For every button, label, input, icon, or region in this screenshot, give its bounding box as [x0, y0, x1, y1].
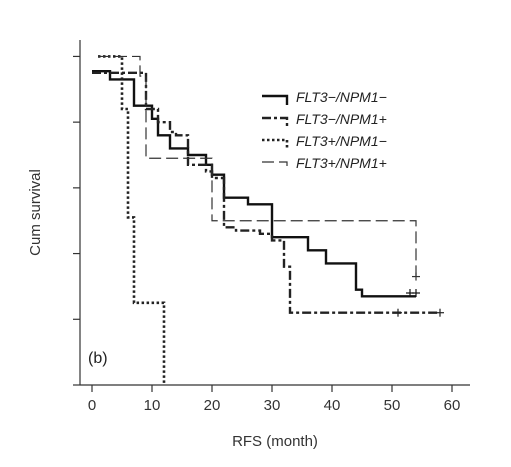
legend-label: FLT3+/NPM1+: [296, 155, 387, 171]
legend-swatch: [262, 94, 289, 105]
series-group: [98, 55, 420, 281]
axes-layer: 0 10 20 30 40 50 60: [73, 40, 470, 414]
panel-label: (b): [88, 350, 108, 367]
x-tick-label: 50: [384, 397, 401, 414]
series-group: [98, 55, 166, 385]
legend-label: FLT3−/NPM1−: [296, 89, 387, 105]
legend-swatch: [262, 138, 289, 149]
legend-swatch: [262, 161, 288, 171]
x-tick-label: 30: [264, 397, 281, 414]
x-tick-label: 40: [324, 397, 341, 414]
x-ticks: 0 10 20 30 40 50 60: [88, 385, 461, 414]
legend-label: FLT3+/NPM1−: [296, 133, 387, 149]
legend: FLT3−/NPM1− FLT3−/NPM1+ FLT3+/NPM1− FLT3+/N…: [262, 89, 387, 171]
x-tick-label: 60: [444, 397, 461, 414]
legend-swatch: [262, 116, 289, 127]
legend-item: FLT3−/NPM1−: [262, 89, 387, 105]
y-ticks: [73, 55, 80, 386]
legend-item: FLT3+/NPM1−: [262, 133, 387, 149]
legend-item: FLT3+/NPM1+: [262, 155, 387, 171]
x-tick-label: 0: [88, 397, 96, 414]
legend-label: FLT3−/NPM1+: [296, 111, 387, 127]
y-axis-label: Cum survival: [27, 169, 44, 256]
series-line: [98, 55, 417, 277]
series-group: [92, 71, 444, 317]
x-tick-label: 10: [144, 397, 161, 414]
x-axis-label: RFS (month): [232, 433, 318, 450]
x-tick-label: 20: [204, 397, 221, 414]
series-layer: [92, 55, 444, 385]
series-line: [98, 55, 166, 385]
series-group: [92, 70, 420, 298]
legend-item: FLT3−/NPM1+: [262, 111, 387, 127]
series-line: [92, 71, 440, 314]
